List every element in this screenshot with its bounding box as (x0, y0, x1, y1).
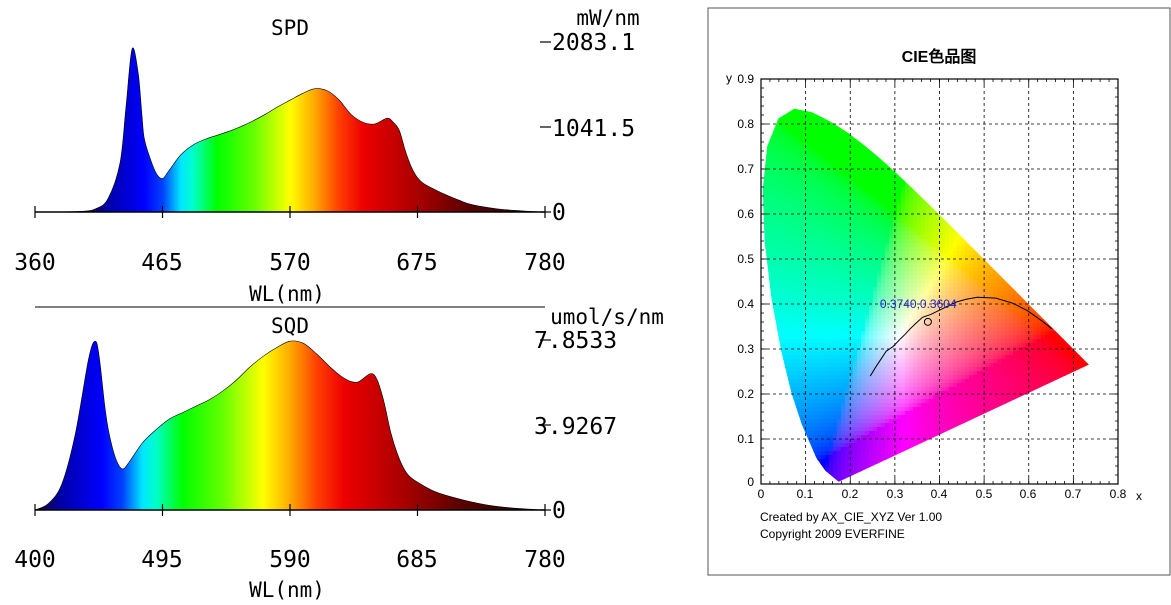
cie-y-tick-label: 0.5 (737, 252, 754, 266)
sqd-y-tick-marks (540, 339, 551, 511)
sqd-x-axis-label: WL(nm) (249, 578, 325, 602)
cie-y-tick-label: 0.4 (737, 297, 754, 311)
cie-y-tick-label: 0.2 (737, 387, 754, 401)
spd-x-tick-label: 465 (141, 250, 183, 276)
cie-y-tick-label: 0.3 (737, 342, 754, 356)
spd-spectrum-outline (34, 47, 546, 213)
cie-x-tick-label: 0.8 (1110, 487, 1127, 501)
cie-y-axis-label: y (726, 71, 732, 85)
cie-y-tick-label: 0 (747, 475, 754, 489)
sqd-x-tick-label: 495 (141, 547, 183, 573)
spd-y-tick-label: 0 (552, 200, 566, 226)
cie-x-tick-label: 0.3 (887, 487, 904, 501)
spd-y-tick-label: 2083.1 (552, 30, 635, 56)
spd-unit-label: mW/nm (576, 6, 639, 30)
sqd-y-tick-label: 3.9267 (534, 414, 617, 440)
cie-x-tick-label: 0.6 (1020, 487, 1037, 501)
sqd-x-tick-label: 590 (269, 547, 311, 573)
cie-panel: CIE色品图 0.3740,0.3604 y x 0.9 0.8 0.7 0.6… (707, 7, 1171, 576)
sqd-x-tick-label: 400 (14, 547, 56, 573)
spd-chart: SPD mW/nm 360 465 570 675 780 WL(nm) 208… (14, 6, 639, 306)
cie-title: CIE色品图 (902, 47, 977, 66)
cie-grid (761, 79, 1118, 484)
sqd-y-tick-label: 7.8533 (534, 328, 617, 354)
sqd-title: SQD (271, 314, 309, 338)
cie-y-tick-label: 0.8 (737, 117, 754, 131)
spd-y-tick-marks (540, 41, 551, 213)
sqd-y-tick-label: 0 (552, 498, 566, 524)
sqd-chart: SQD umol/s/nm 400 495 590 685 780 WL(nm)… (14, 305, 664, 602)
cie-planckian-locus (869, 296, 1053, 377)
cie-x-axis-label: x (1136, 489, 1142, 503)
cie-chromaticity-point (923, 317, 932, 326)
spd-title: SPD (271, 16, 309, 40)
cie-x-tick-label: 0.2 (842, 487, 859, 501)
sqd-x-tick-label: 780 (524, 547, 566, 573)
cie-y-tick-label: 0.6 (737, 207, 754, 221)
cie-x-tick-label: 0.1 (797, 487, 814, 501)
sqd-spectrum-area (35, 340, 545, 510)
cie-tick-marks (760, 78, 1119, 485)
spd-x-tick-label: 360 (14, 250, 56, 276)
cie-footer-copyright: Copyright 2009 EVERFINE (760, 527, 905, 541)
cie-x-tick-label: 0 (758, 487, 765, 501)
sqd-spectrum-outline (34, 340, 546, 511)
spd-x-tick-label: 570 (269, 250, 311, 276)
cie-y-tick-label: 0.7 (737, 162, 754, 176)
spd-spectrum-area (35, 47, 545, 212)
cie-x-tick-label: 0.5 (976, 487, 993, 501)
cie-x-tick-label: 0.7 (1065, 487, 1082, 501)
cie-point-label: 0.3740,0.3604 (880, 297, 957, 311)
cie-footer-credit: Created by AX_CIE_XYZ Ver 1.00 (760, 510, 942, 524)
cie-y-tick-label: 0.9 (737, 72, 754, 86)
cie-y-tick-label: 0.1 (737, 432, 754, 446)
spd-y-tick-label: 1041.5 (552, 116, 635, 142)
sqd-unit-label: umol/s/nm (550, 305, 664, 329)
sqd-x-tick-label: 685 (396, 547, 438, 573)
spd-x-axis-label: WL(nm) (249, 282, 325, 306)
spd-x-tick-label: 780 (524, 250, 566, 276)
cie-x-tick-label: 0.4 (931, 487, 948, 501)
spd-x-tick-label: 675 (396, 250, 438, 276)
